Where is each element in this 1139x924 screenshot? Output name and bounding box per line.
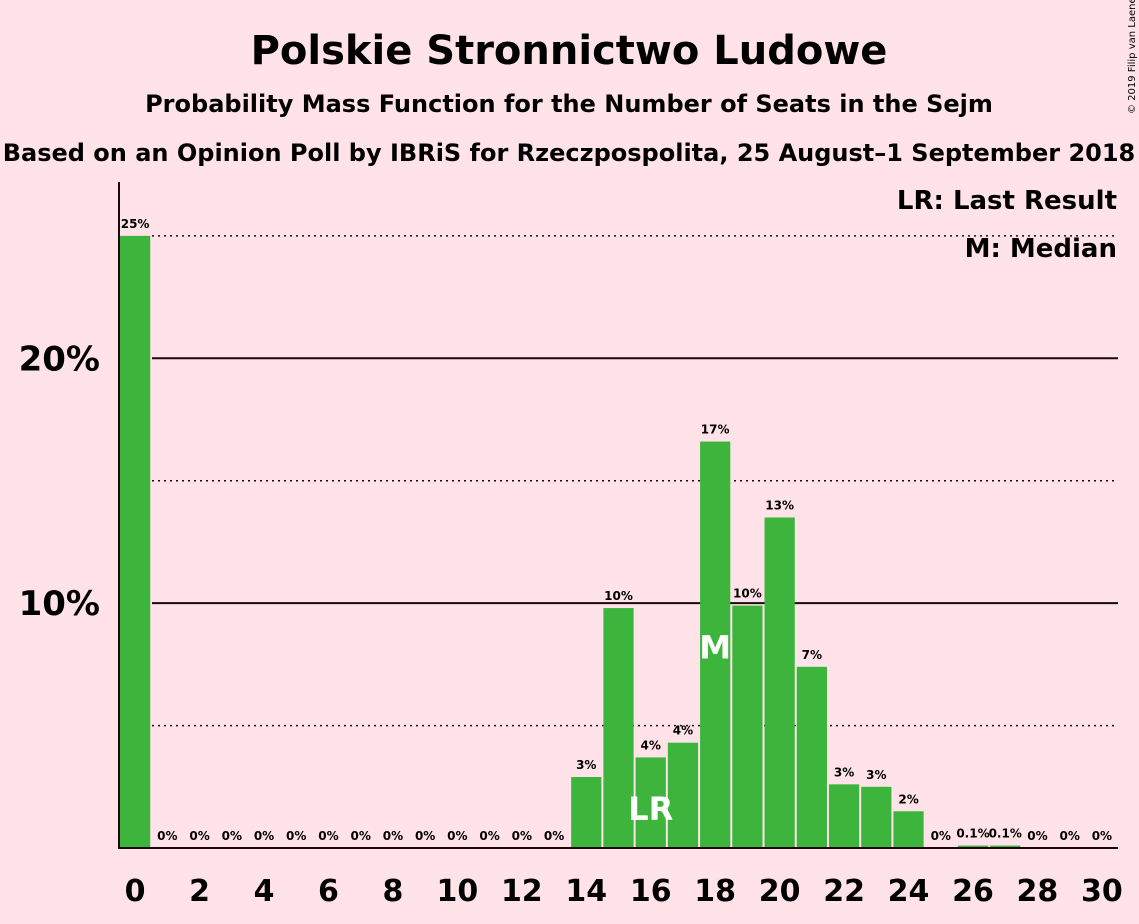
bar-seat-17 bbox=[667, 742, 699, 848]
x-tick-label-16: 16 bbox=[630, 874, 672, 909]
chart-title: Polskie Stronnictwo Ludowe bbox=[251, 28, 888, 74]
bar-seat-24 bbox=[893, 811, 924, 848]
data-label-seat-17: 4% bbox=[673, 724, 693, 738]
data-label-seat-26: 0.1% bbox=[956, 827, 989, 841]
x-tick-label-4: 4 bbox=[254, 874, 275, 909]
x-tick-label-28: 28 bbox=[1017, 874, 1059, 909]
data-label-seat-14: 3% bbox=[576, 758, 596, 772]
data-label-seat-8: 0% bbox=[383, 829, 403, 843]
bar-seat-20 bbox=[764, 517, 795, 848]
bar-seat-15 bbox=[603, 608, 634, 848]
data-label-seat-20: 13% bbox=[765, 498, 794, 512]
data-label-seat-15: 10% bbox=[604, 589, 633, 603]
data-label-seat-10: 0% bbox=[447, 829, 467, 843]
data-label-seat-13: 0% bbox=[544, 829, 564, 843]
data-label-seat-2: 0% bbox=[189, 829, 209, 843]
data-label-seat-19: 10% bbox=[733, 587, 762, 601]
bar-seat-23 bbox=[861, 786, 892, 848]
copyright-credit: © 2019 Filip van Laenen bbox=[1127, 0, 1138, 114]
legend-median: M: Median bbox=[965, 234, 1117, 264]
chart-source-line: Based on an Opinion Poll by IBRiS for Rz… bbox=[3, 139, 1136, 167]
bar-seat-16 bbox=[635, 757, 666, 848]
chart-subtitle: Probability Mass Function for the Number… bbox=[145, 90, 993, 118]
x-tick-label-6: 6 bbox=[318, 874, 339, 909]
x-tick-label-30: 30 bbox=[1081, 874, 1123, 909]
bar-seat-27 bbox=[990, 845, 1021, 848]
data-label-seat-11: 0% bbox=[479, 829, 499, 843]
data-label-seat-7: 0% bbox=[351, 829, 371, 843]
data-label-seat-22: 3% bbox=[834, 765, 854, 779]
data-label-seat-24: 2% bbox=[898, 792, 918, 806]
data-label-seat-3: 0% bbox=[222, 829, 242, 843]
data-label-seat-1: 0% bbox=[157, 829, 177, 843]
bar-seat-0 bbox=[120, 235, 151, 848]
data-label-seat-21: 7% bbox=[802, 648, 822, 662]
data-label-seat-27: 0.1% bbox=[989, 827, 1022, 841]
data-label-seat-25: 0% bbox=[931, 829, 951, 843]
legend-last-result: LR: Last Result bbox=[897, 186, 1117, 216]
data-label-seat-5: 0% bbox=[286, 829, 306, 843]
x-tick-label-2: 2 bbox=[189, 874, 210, 909]
data-label-seat-0: 25% bbox=[121, 217, 150, 231]
axes: 10%20%0 2 4 6 8 10 12 14 16 18 20 22 24 26 28 30 bbox=[19, 182, 1123, 909]
x-tick-label-0: 0 bbox=[125, 874, 146, 909]
x-tick-label-8: 8 bbox=[382, 874, 403, 909]
y-tick-label-20: 20% bbox=[19, 339, 100, 379]
data-label-seat-6: 0% bbox=[318, 829, 338, 843]
x-tick-label-14: 14 bbox=[565, 874, 607, 909]
bar-seat-14 bbox=[571, 776, 602, 848]
data-label-seat-18: 17% bbox=[701, 423, 730, 437]
bar-seat-21 bbox=[796, 666, 827, 848]
x-tick-label-26: 26 bbox=[952, 874, 994, 909]
bar-seat-18 bbox=[700, 441, 731, 848]
bar-seat-22 bbox=[828, 784, 860, 848]
data-label-seat-28: 0% bbox=[1027, 829, 1047, 843]
x-tick-label-20: 20 bbox=[759, 874, 801, 909]
x-tick-label-22: 22 bbox=[823, 874, 865, 909]
data-label-seat-12: 0% bbox=[512, 829, 532, 843]
data-label-seat-16: 4% bbox=[641, 738, 661, 752]
x-tick-label-12: 12 bbox=[501, 874, 543, 909]
data-label-seat-23: 3% bbox=[866, 768, 886, 782]
x-tick-label-10: 10 bbox=[436, 874, 478, 909]
bars bbox=[120, 235, 1021, 848]
data-label-seat-30: 0% bbox=[1092, 829, 1112, 843]
x-tick-label-18: 18 bbox=[694, 874, 736, 909]
data-label-seat-9: 0% bbox=[415, 829, 435, 843]
median-marker: M bbox=[699, 629, 731, 667]
bar-seat-26 bbox=[957, 845, 989, 848]
bar-seat-19 bbox=[732, 605, 763, 848]
data-labels: 25% 0% 0% 0% 0% 0% 0% 0% 0% 0% 0% 0% 0% 0% 3% 10% 4% 4% 17… bbox=[121, 217, 1112, 843]
data-label-seat-4: 0% bbox=[254, 829, 274, 843]
last-result-marker: LR bbox=[628, 790, 673, 828]
data-label-seat-29: 0% bbox=[1059, 829, 1079, 843]
y-tick-label-10: 10% bbox=[19, 584, 100, 624]
gridlines bbox=[152, 235, 1118, 727]
x-tick-label-24: 24 bbox=[888, 874, 930, 909]
